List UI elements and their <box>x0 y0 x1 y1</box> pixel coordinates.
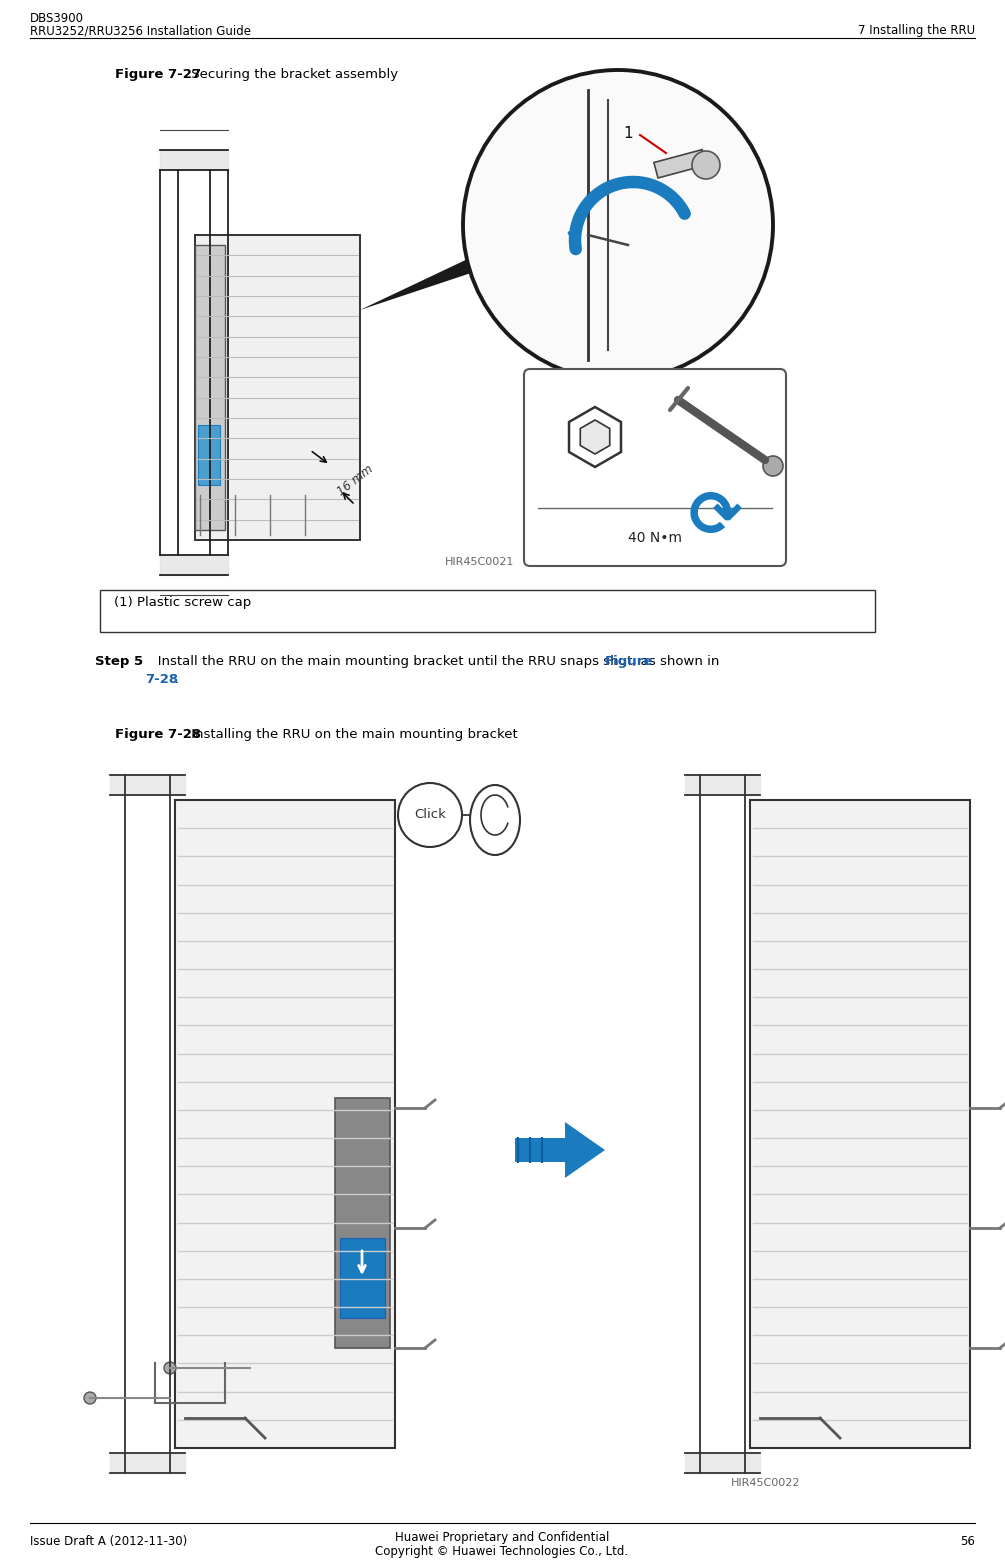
Text: Click: Click <box>414 808 446 822</box>
Circle shape <box>164 1362 176 1373</box>
Bar <box>515 1138 565 1162</box>
FancyBboxPatch shape <box>524 370 786 565</box>
Bar <box>100 590 875 633</box>
Text: 16 mm: 16 mm <box>335 462 376 498</box>
Bar <box>750 800 970 1449</box>
Text: Figure 7-27: Figure 7-27 <box>115 67 201 81</box>
Polygon shape <box>580 420 610 454</box>
Text: Issue Draft A (2012-11-30): Issue Draft A (2012-11-30) <box>30 1535 187 1549</box>
Polygon shape <box>569 407 621 467</box>
Text: 7 Installing the RRU: 7 Installing the RRU <box>858 23 975 38</box>
Circle shape <box>763 456 783 476</box>
Polygon shape <box>360 219 550 310</box>
Text: Huawei Proprietary and Confidential: Huawei Proprietary and Confidential <box>395 1532 609 1544</box>
Text: .: . <box>175 673 179 686</box>
Bar <box>195 235 360 540</box>
Text: Copyright © Huawei Technologies Co., Ltd.: Copyright © Huawei Technologies Co., Ltd… <box>376 1546 628 1558</box>
Text: Step 5: Step 5 <box>95 655 143 669</box>
Circle shape <box>398 783 462 847</box>
Text: HIR45C0021: HIR45C0021 <box>445 557 515 567</box>
Bar <box>175 800 395 1449</box>
Text: HIR45C0022: HIR45C0022 <box>731 1478 800 1488</box>
Text: 1: 1 <box>623 125 633 141</box>
Circle shape <box>692 150 720 179</box>
Text: Figure: Figure <box>605 655 653 669</box>
Polygon shape <box>160 150 228 171</box>
Ellipse shape <box>470 785 520 855</box>
Text: 56: 56 <box>960 1535 975 1549</box>
Text: RRU3252/RRU3256 Installation Guide: RRU3252/RRU3256 Installation Guide <box>30 23 251 38</box>
Bar <box>340 1239 385 1319</box>
Text: Securing the bracket assembly: Securing the bracket assembly <box>187 67 398 81</box>
Bar <box>198 424 220 485</box>
Bar <box>335 1098 390 1348</box>
Text: Installing the RRU on the main mounting bracket: Installing the RRU on the main mounting … <box>187 728 518 741</box>
Circle shape <box>84 1392 96 1405</box>
Polygon shape <box>110 1453 185 1474</box>
Polygon shape <box>685 1453 760 1474</box>
Polygon shape <box>160 554 228 575</box>
Bar <box>195 244 225 529</box>
Bar <box>654 150 707 179</box>
Text: Figure 7-28: Figure 7-28 <box>115 728 201 741</box>
Polygon shape <box>685 775 760 796</box>
Text: 40 N•m: 40 N•m <box>628 531 682 545</box>
Text: ⟳: ⟳ <box>688 487 742 550</box>
Polygon shape <box>565 1121 605 1178</box>
Text: DBS3900: DBS3900 <box>30 13 84 25</box>
Text: 7-28: 7-28 <box>145 673 178 686</box>
Text: Install the RRU on the main mounting bracket until the RRU snaps shut, as shown : Install the RRU on the main mounting bra… <box>145 655 724 669</box>
Text: (1) Plastic screw cap: (1) Plastic screw cap <box>114 597 251 609</box>
Polygon shape <box>110 775 185 796</box>
Circle shape <box>463 70 773 381</box>
